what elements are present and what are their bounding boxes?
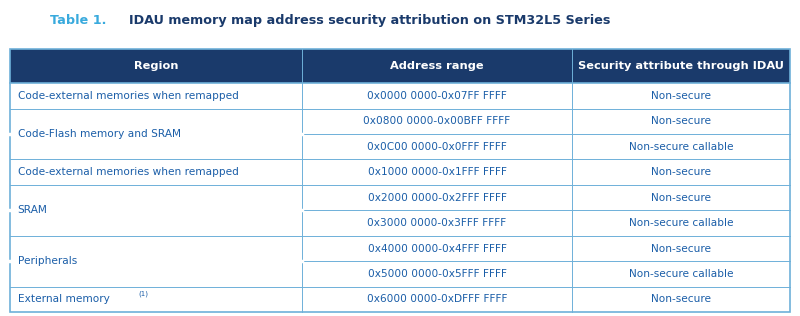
Text: (1): (1)	[138, 291, 149, 297]
Text: Non-secure: Non-secure	[651, 116, 711, 126]
Bar	[10, 49, 790, 312]
Bar	[10, 160, 790, 185]
Bar	[10, 49, 790, 83]
Text: Non-secure callable: Non-secure callable	[629, 142, 734, 152]
Text: 0x3000 0000-0x3FFF FFFF: 0x3000 0000-0x3FFF FFFF	[367, 218, 506, 228]
Text: 0x0000 0000-0x07FF FFFF: 0x0000 0000-0x07FF FFFF	[367, 91, 507, 101]
Bar	[10, 210, 790, 236]
Text: IDAU memory map address security attribution on STM32L5 Series: IDAU memory map address security attribu…	[129, 14, 610, 27]
Text: Non-secure: Non-secure	[651, 295, 711, 305]
Bar	[10, 236, 790, 261]
Text: 0x2000 0000-0x2FFF FFFF: 0x2000 0000-0x2FFF FFFF	[367, 193, 506, 203]
Text: SRAM: SRAM	[18, 205, 47, 216]
Text: Code-external memories when remapped: Code-external memories when remapped	[18, 91, 238, 101]
Text: 0x1000 0000-0x1FFF FFFF: 0x1000 0000-0x1FFF FFFF	[367, 167, 506, 177]
Text: Non-secure callable: Non-secure callable	[629, 218, 734, 228]
Text: Non-secure: Non-secure	[651, 193, 711, 203]
Bar	[10, 83, 790, 109]
Bar	[10, 109, 790, 134]
Text: Code-external memories when remapped: Code-external memories when remapped	[18, 167, 238, 177]
Text: Table 1.: Table 1.	[50, 14, 111, 27]
Text: Non-secure: Non-secure	[651, 91, 711, 101]
Text: External memory: External memory	[18, 295, 110, 305]
Text: 0x0800 0000-0x00BFF FFFF: 0x0800 0000-0x00BFF FFFF	[363, 116, 510, 126]
Text: Non-secure callable: Non-secure callable	[629, 269, 734, 279]
Text: Non-secure: Non-secure	[651, 167, 711, 177]
Bar	[10, 261, 790, 287]
Text: Peripherals: Peripherals	[18, 256, 77, 266]
Text: Address range: Address range	[390, 61, 484, 71]
Text: Non-secure: Non-secure	[651, 244, 711, 253]
Bar	[10, 134, 790, 160]
Text: Code-Flash memory and SRAM: Code-Flash memory and SRAM	[18, 129, 181, 139]
Text: 0x5000 0000-0x5FFF FFFF: 0x5000 0000-0x5FFF FFFF	[367, 269, 506, 279]
Text: 0x0C00 0000-0x0FFF FFFF: 0x0C00 0000-0x0FFF FFFF	[367, 142, 507, 152]
Text: 0x6000 0000-0xDFFF FFFF: 0x6000 0000-0xDFFF FFFF	[367, 295, 507, 305]
Bar	[10, 287, 790, 312]
Bar	[10, 185, 790, 210]
Text: Region: Region	[134, 61, 178, 71]
Text: Security attribute through IDAU: Security attribute through IDAU	[578, 61, 784, 71]
Text: 0x4000 0000-0x4FFF FFFF: 0x4000 0000-0x4FFF FFFF	[367, 244, 506, 253]
